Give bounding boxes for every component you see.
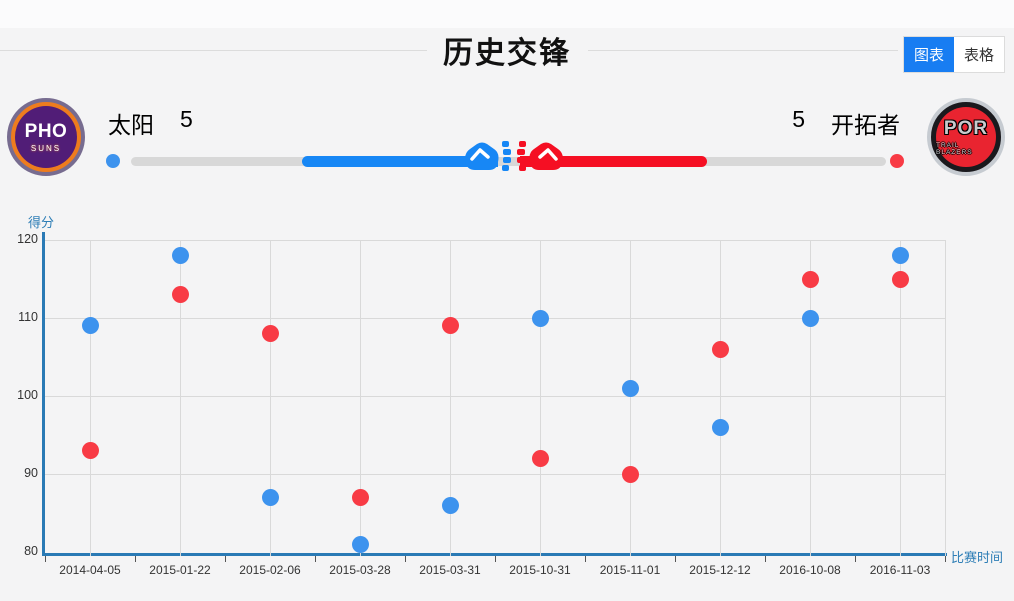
title-divider-right	[588, 50, 898, 51]
x-tick-4	[405, 556, 406, 562]
away-team-name: 开拓者	[831, 112, 900, 138]
v-gridline-8	[810, 240, 811, 556]
x-tick-label-6: 2015-11-01	[599, 563, 661, 577]
tab-chart[interactable]: 图表	[904, 37, 954, 72]
x-tick-0	[45, 556, 46, 562]
y-tick-label-110: 110	[18, 310, 38, 324]
home-team-wins: 5	[180, 106, 193, 132]
x-tick-label-5: 2015-10-31	[509, 563, 571, 577]
y-axis-title: 得分	[28, 215, 55, 230]
x-tick-7	[675, 556, 676, 562]
data-point-home-2015-12-12[interactable]	[711, 418, 729, 436]
y-tick-label-90: 90	[24, 466, 38, 480]
x-tick-label-4: 2015-03-31	[419, 563, 481, 577]
x-tick-label-3: 2015-03-28	[329, 563, 391, 577]
data-point-home-2015-03-31[interactable]	[441, 496, 459, 514]
away-team-block: 5 开拓者	[792, 106, 900, 140]
data-point-home-2016-10-08[interactable]	[801, 309, 819, 327]
y-axis-line	[42, 232, 45, 556]
data-point-away-2016-10-08[interactable]	[801, 270, 819, 288]
home-team-logo: PHO SUNS	[7, 98, 85, 176]
h-gridline-90	[45, 474, 945, 475]
fist-icon-blue	[465, 141, 511, 171]
data-point-away-2016-11-03[interactable]	[891, 270, 909, 288]
data-point-home-2015-10-31[interactable]	[531, 309, 549, 327]
fist-icon-red	[517, 141, 563, 171]
data-point-home-2014-04-05[interactable]	[81, 317, 99, 335]
data-point-away-2015-10-31[interactable]	[531, 449, 549, 467]
v-gridline-1	[180, 240, 181, 556]
v-gridline-3	[360, 240, 361, 556]
data-point-away-2015-03-31[interactable]	[441, 317, 459, 335]
tab-table[interactable]: 表格	[963, 47, 994, 64]
por-logo-inner: POR TRAIL BLAZERS	[936, 107, 996, 167]
x-tick-5	[495, 556, 496, 562]
away-legend-dot	[890, 154, 904, 168]
data-point-home-2015-02-06[interactable]	[261, 488, 279, 506]
x-tick-1	[135, 556, 136, 562]
x-tick-3	[315, 556, 316, 562]
away-team-wins: 5	[792, 106, 805, 132]
v-gridline-2	[270, 240, 271, 556]
data-point-home-2015-11-01[interactable]	[621, 379, 639, 397]
away-team-logo: POR TRAIL BLAZERS	[927, 98, 1005, 176]
pho-logo-inner: PHO SUNS	[15, 106, 77, 168]
top-strip	[0, 0, 1014, 28]
home-legend-dot	[106, 154, 120, 168]
data-point-away-2015-12-12[interactable]	[711, 340, 729, 358]
title-divider-left	[0, 50, 427, 51]
v-gridline-6	[630, 240, 631, 556]
x-tick-label-1: 2015-01-22	[149, 563, 211, 577]
h-gridline-120	[45, 240, 945, 241]
page-title: 历史交锋	[443, 37, 571, 70]
x-tick-2	[225, 556, 226, 562]
v-gridline-0	[90, 240, 91, 556]
x-tick-label-2: 2015-02-06	[239, 563, 301, 577]
x-tick-6	[585, 556, 586, 562]
v-gridline-4	[450, 240, 451, 556]
view-switcher: 图表 表格	[903, 36, 1005, 73]
por-logo-subtext: TRAIL BLAZERS	[936, 141, 973, 156]
h-gridline-110	[45, 318, 945, 319]
v-gridline-9	[900, 240, 901, 556]
data-point-away-2014-04-05[interactable]	[81, 442, 99, 460]
data-point-home-2015-03-28[interactable]	[351, 535, 369, 553]
home-team-name: 太阳	[108, 112, 154, 138]
y-tick-label-120: 120	[17, 232, 38, 246]
data-point-home-2015-01-22[interactable]	[171, 247, 189, 265]
v-gridline-7	[720, 240, 721, 556]
x-axis-title: 比赛时间	[951, 550, 1004, 565]
x-tick-label-0: 2014-04-05	[59, 563, 121, 577]
data-point-away-2015-03-28[interactable]	[351, 488, 369, 506]
pho-logo-subtext: SUNS	[30, 143, 62, 153]
x-tick-10	[945, 556, 946, 562]
home-team-block: 太阳 5	[108, 106, 193, 140]
x-axis-line	[42, 553, 947, 556]
data-point-away-2015-11-01[interactable]	[621, 465, 639, 483]
pho-logo-text: PHO	[24, 120, 68, 142]
data-point-away-2015-01-22[interactable]	[171, 286, 189, 304]
home-tug-bar	[302, 156, 498, 167]
data-point-away-2015-02-06[interactable]	[261, 325, 279, 343]
x-tick-label-8: 2016-10-08	[779, 563, 841, 577]
y-tick-label-100: 100	[17, 388, 38, 402]
v-gridline-right-edge	[945, 240, 946, 556]
x-tick-8	[765, 556, 766, 562]
x-tick-label-9: 2016-11-03	[869, 563, 931, 577]
x-tick-9	[855, 556, 856, 562]
h-gridline-100	[45, 396, 945, 397]
data-point-home-2016-11-03[interactable]	[891, 247, 909, 265]
away-tug-bar	[520, 156, 707, 167]
y-tick-label-80: 80	[24, 544, 38, 558]
por-logo-text: POR	[943, 117, 989, 139]
x-tick-label-7: 2015-12-12	[689, 563, 751, 577]
v-gridline-5	[540, 240, 541, 556]
